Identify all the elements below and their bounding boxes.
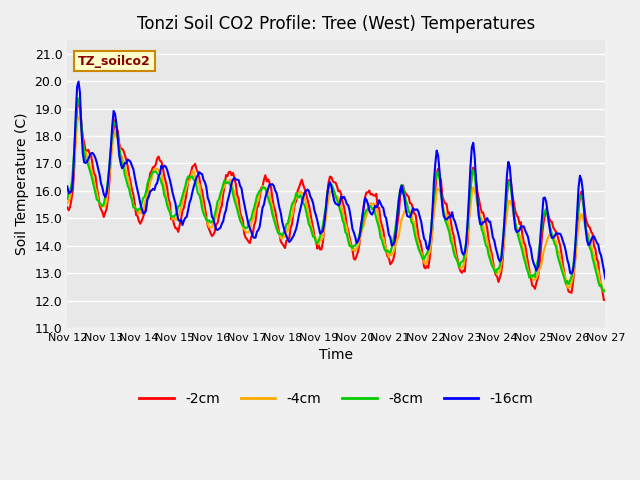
-4cm <box>602 287 609 292</box>
-8cm <box>63 196 71 202</box>
Line: -8cm: -8cm <box>67 98 605 291</box>
Title: Tonzi Soil CO2 Profile: Tree (West) Temperatures: Tonzi Soil CO2 Profile: Tree (West) Temp… <box>137 15 536 33</box>
-8cm <box>342 229 349 235</box>
-8cm <box>83 159 91 165</box>
Y-axis label: Soil Temperature (C): Soil Temperature (C) <box>15 113 29 255</box>
Line: -16cm: -16cm <box>67 82 605 278</box>
-8cm <box>602 288 609 294</box>
-16cm <box>342 197 349 203</box>
-2cm <box>598 288 606 294</box>
-2cm <box>529 283 536 288</box>
-16cm <box>100 192 108 197</box>
X-axis label: Time: Time <box>319 348 353 362</box>
-8cm <box>75 95 83 101</box>
Text: TZ_soilco2: TZ_soilco2 <box>78 55 151 68</box>
-4cm <box>598 287 606 293</box>
-16cm <box>75 79 83 84</box>
-2cm <box>342 212 349 217</box>
-16cm <box>598 260 606 265</box>
-8cm <box>100 201 108 207</box>
-4cm <box>63 200 71 206</box>
-2cm <box>448 228 456 233</box>
-4cm <box>448 236 456 241</box>
Legend: -2cm, -4cm, -8cm, -16cm: -2cm, -4cm, -8cm, -16cm <box>134 387 539 412</box>
-16cm <box>529 255 536 261</box>
-2cm <box>602 297 609 303</box>
-4cm <box>76 114 84 120</box>
-16cm <box>63 183 71 189</box>
-16cm <box>602 276 609 281</box>
-2cm <box>63 204 71 210</box>
-2cm <box>83 148 91 154</box>
-4cm <box>83 154 91 159</box>
-4cm <box>529 275 536 280</box>
Line: -2cm: -2cm <box>67 102 605 300</box>
-16cm <box>83 159 91 165</box>
-2cm <box>100 214 108 220</box>
-16cm <box>448 209 456 215</box>
-4cm <box>342 221 349 227</box>
-4cm <box>100 203 108 209</box>
-8cm <box>598 287 606 293</box>
-8cm <box>529 274 536 279</box>
-2cm <box>75 99 83 105</box>
Line: -4cm: -4cm <box>67 117 605 291</box>
-4cm <box>600 288 608 294</box>
-8cm <box>448 242 456 248</box>
